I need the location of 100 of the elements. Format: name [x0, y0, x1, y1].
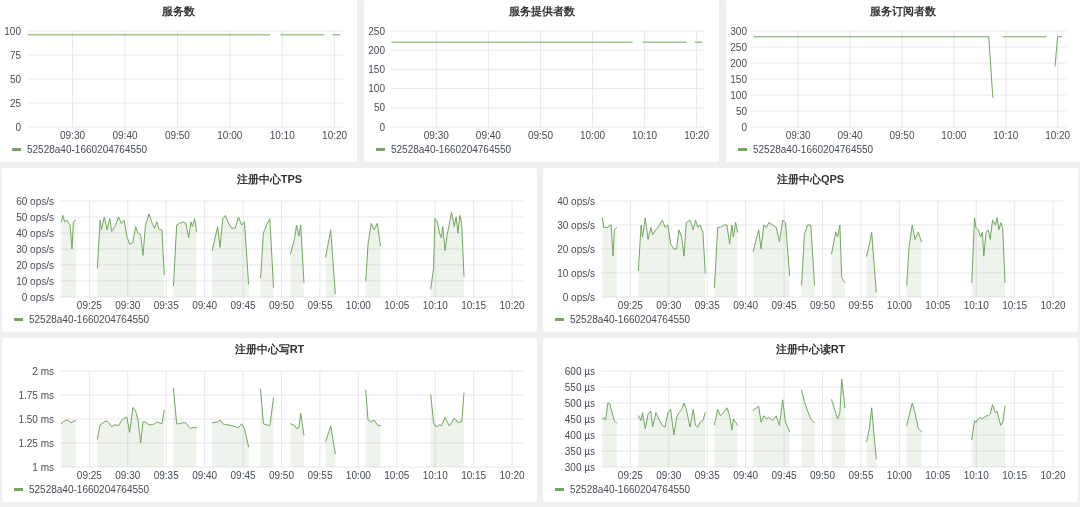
- x-tick-label: 09:50: [889, 130, 915, 141]
- chart-title: 服务数: [161, 5, 196, 17]
- x-tick-label: 09:35: [153, 300, 180, 311]
- y-tick-label: 50 ops/s: [16, 211, 54, 223]
- x-tick-label: 10:00: [345, 300, 372, 311]
- y-tick-label: 50: [9, 73, 22, 85]
- x-tick-label: 09:45: [771, 470, 798, 481]
- y-tick-label: 2 ms: [32, 365, 54, 377]
- x-tick-label: 09:40: [192, 470, 218, 481]
- x-tick-label: 09:55: [307, 300, 333, 311]
- x-tick-label: 09:50: [268, 470, 295, 481]
- y-tick-label: 150: [730, 73, 748, 85]
- x-tick-label: 09:30: [785, 130, 812, 141]
- y-tick-label: 50: [373, 102, 386, 114]
- y-tick-label: 300 µs: [564, 461, 595, 473]
- y-tick-label: 1.50 ms: [18, 413, 54, 425]
- y-tick-label: 0: [741, 121, 748, 133]
- x-tick-label: 10:20: [1040, 300, 1067, 311]
- legend-label: 52528a40-1660204764550: [27, 144, 148, 155]
- x-tick-label: 09:45: [230, 300, 257, 311]
- y-tick-label: 300: [730, 25, 748, 37]
- y-tick-label: 0: [15, 121, 22, 133]
- x-tick-label: 10:00: [345, 470, 372, 481]
- y-tick-label: 100: [368, 83, 386, 95]
- x-tick-label: 10:10: [963, 300, 990, 311]
- x-tick-label: 09:55: [848, 300, 874, 311]
- y-tick-label: 200: [730, 57, 748, 69]
- y-tick-label: 20 ops/s: [16, 259, 54, 271]
- x-tick-label: 09:30: [656, 470, 682, 481]
- y-tick-label: 1.25 ms: [18, 437, 54, 449]
- x-tick-label: 09:25: [617, 470, 644, 481]
- x-tick-label: 10:05: [925, 470, 951, 481]
- x-tick-label: 10:10: [993, 130, 1019, 141]
- y-tick-label: 30 ops/s: [557, 219, 595, 231]
- legend-label: 52528a40-1660204764550: [391, 144, 512, 155]
- x-tick-label: 09:40: [192, 300, 218, 311]
- y-tick-label: 30 ops/s: [16, 243, 54, 255]
- y-tick-label: 0 ops/s: [21, 291, 54, 303]
- y-tick-label: 10 ops/s: [557, 267, 595, 279]
- y-tick-label: 350 µs: [564, 445, 595, 457]
- legend-label: 52528a40-1660204764550: [29, 314, 150, 325]
- x-tick-label: 09:25: [76, 300, 103, 311]
- legend-label: 52528a40-1660204764550: [570, 314, 691, 325]
- x-tick-label: 10:10: [269, 130, 296, 141]
- y-tick-label: 75: [9, 49, 22, 61]
- x-tick-label: 09:50: [809, 470, 836, 481]
- x-tick-label: 10:15: [1002, 300, 1028, 311]
- legend-label: 52528a40-1660204764550: [29, 484, 150, 495]
- x-tick-label: 10:15: [1002, 470, 1028, 481]
- x-tick-label: 09:40: [733, 470, 759, 481]
- x-tick-label: 10:20: [1045, 130, 1071, 141]
- y-tick-label: 0 ops/s: [562, 291, 595, 303]
- x-tick-label: 10:00: [886, 300, 913, 311]
- x-tick-label: 10:10: [422, 470, 449, 481]
- legend-label: 52528a40-1660204764550: [570, 484, 691, 495]
- x-tick-label: 09:55: [848, 470, 874, 481]
- x-tick-label: 09:50: [164, 130, 191, 141]
- y-tick-label: 1.75 ms: [18, 389, 54, 401]
- y-tick-label: 250: [730, 41, 748, 53]
- y-tick-label: 500 µs: [564, 397, 595, 409]
- x-tick-label: 09:50: [809, 300, 836, 311]
- x-tick-label: 09:40: [475, 130, 502, 141]
- x-tick-label: 10:05: [925, 300, 951, 311]
- y-tick-label: 200: [368, 44, 386, 56]
- x-tick-label: 09:30: [60, 130, 86, 141]
- y-tick-label: 600 µs: [564, 365, 595, 377]
- y-tick-label: 550 µs: [564, 381, 595, 393]
- y-tick-label: 50: [735, 105, 748, 117]
- legend-label: 52528a40-1660204764550: [753, 144, 874, 155]
- x-tick-label: 09:35: [153, 470, 180, 481]
- y-tick-label: 60 ops/s: [16, 195, 54, 207]
- x-tick-label: 09:40: [112, 130, 138, 141]
- chart-title: 注册中心QPS: [775, 173, 845, 185]
- y-tick-label: 150: [368, 63, 386, 75]
- x-tick-label: 09:40: [837, 130, 864, 141]
- chart-title: 注册中心写RT: [233, 343, 305, 355]
- y-tick-label: 100: [730, 89, 748, 101]
- y-tick-label: 0: [379, 121, 386, 133]
- x-tick-label: 09:40: [733, 300, 759, 311]
- x-tick-label: 09:35: [694, 300, 721, 311]
- x-tick-label: 10:15: [461, 300, 487, 311]
- x-tick-label: 10:05: [384, 470, 410, 481]
- x-tick-label: 10:20: [499, 300, 526, 311]
- y-tick-label: 450 µs: [564, 413, 595, 425]
- x-tick-label: 09:30: [115, 300, 141, 311]
- x-tick-label: 09:55: [307, 470, 333, 481]
- x-tick-label: 09:50: [527, 130, 554, 141]
- x-tick-label: 09:30: [656, 300, 682, 311]
- x-tick-label: 10:15: [461, 470, 487, 481]
- x-tick-label: 10:20: [499, 470, 526, 481]
- x-tick-label: 10:10: [963, 470, 990, 481]
- x-tick-label: 09:35: [694, 470, 721, 481]
- chart-title: 服务提供者数: [507, 5, 576, 17]
- x-tick-label: 09:45: [230, 470, 257, 481]
- y-tick-label: 40 ops/s: [557, 195, 595, 207]
- y-tick-label: 20 ops/s: [557, 243, 595, 255]
- x-tick-label: 10:00: [886, 470, 913, 481]
- x-tick-label: 09:25: [76, 470, 103, 481]
- x-tick-label: 10:10: [422, 300, 449, 311]
- y-tick-label: 25: [9, 97, 22, 109]
